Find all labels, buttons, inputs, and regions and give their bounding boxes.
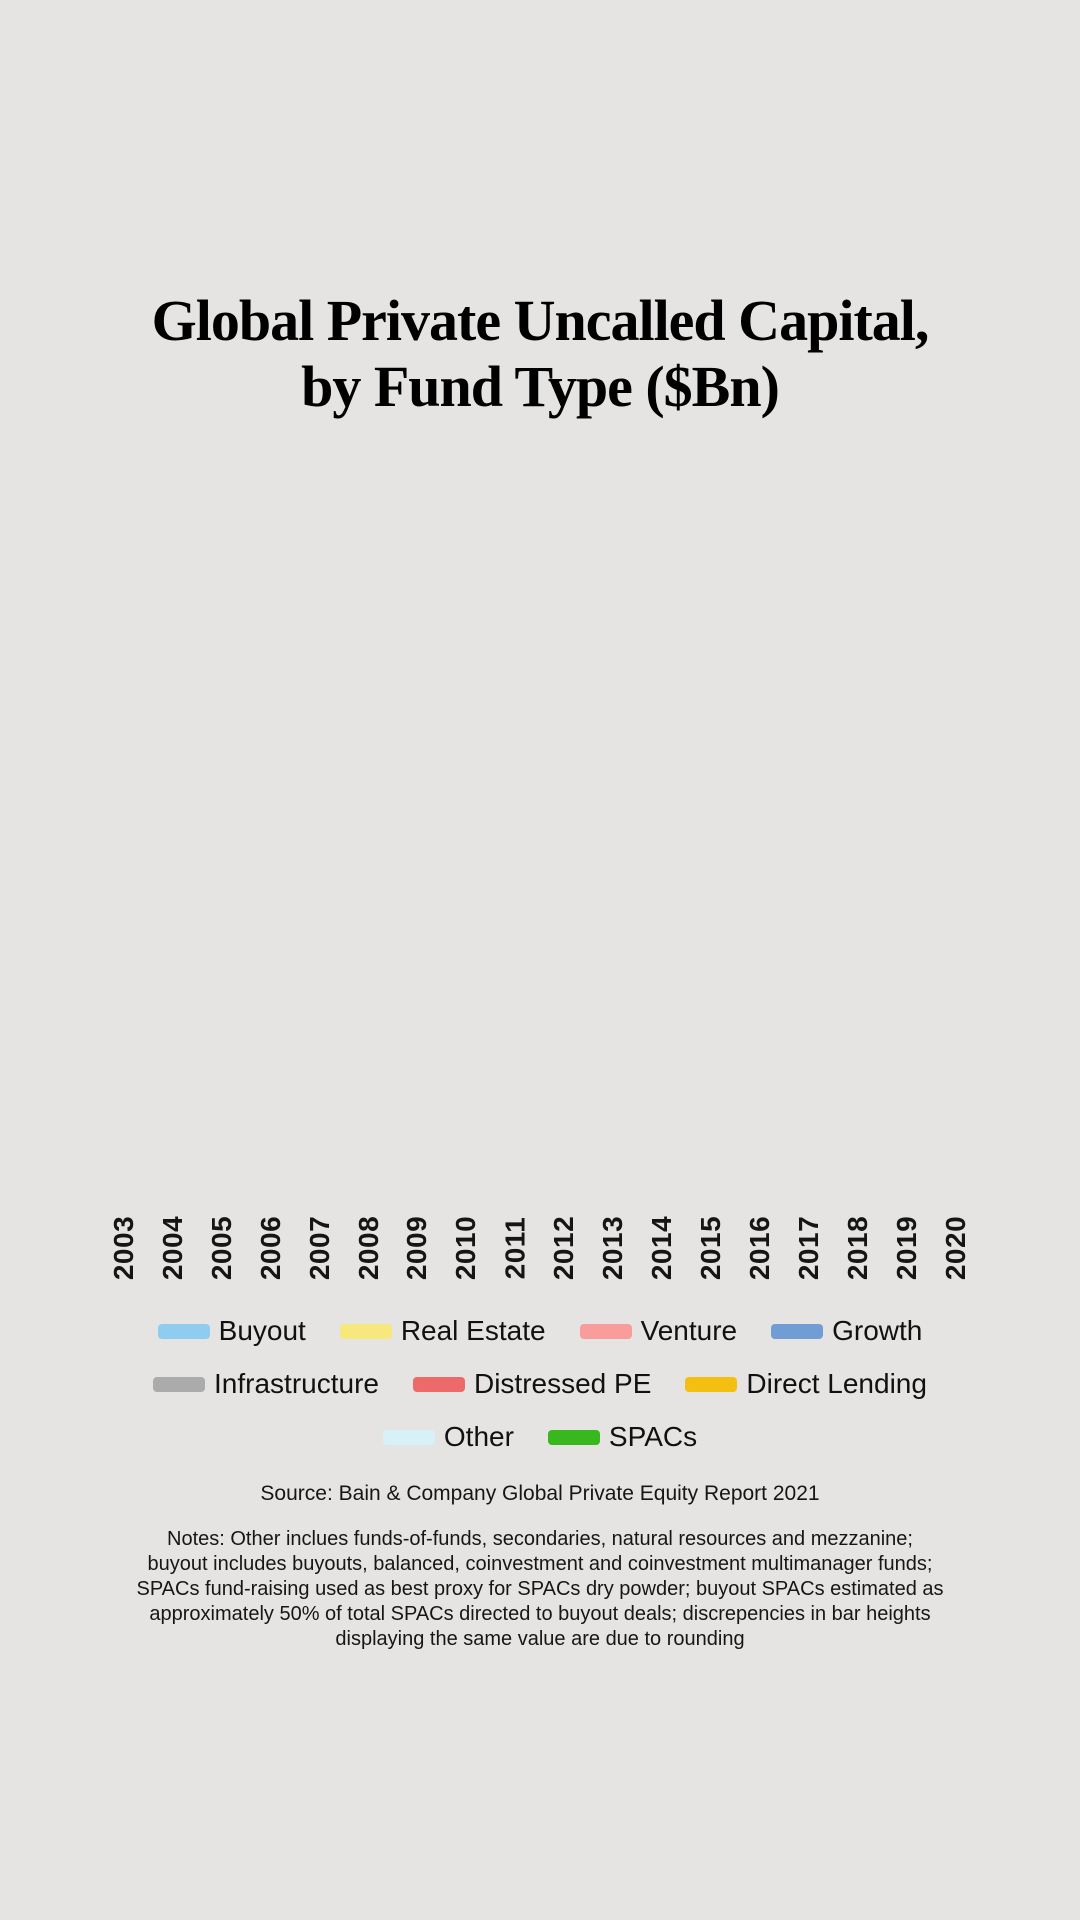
x-axis-label: 2014	[646, 1215, 678, 1281]
legend-item-infrastructure: Infrastructure	[153, 1368, 379, 1400]
legend-swatch-distressed-pe	[412, 1376, 465, 1392]
legend-swatch-venture	[579, 1323, 632, 1339]
x-axis-tick: 2015	[693, 1205, 729, 1291]
x-axis-label: 2003	[108, 1215, 140, 1281]
legend-item-distressed-pe: Distressed PE	[412, 1368, 652, 1400]
x-axis-tick: 2011	[498, 1205, 534, 1291]
x-axis-tick: 2012	[546, 1205, 582, 1291]
legend-swatch-buyout	[157, 1323, 210, 1339]
source-text: Source: Bain & Company Global Private Eq…	[260, 1482, 820, 1505]
x-axis-tick: 2013	[595, 1205, 631, 1291]
x-axis-label: 2009	[401, 1215, 433, 1281]
x-axis-label: 2011	[499, 1216, 531, 1280]
legend-swatch-growth	[771, 1323, 824, 1339]
notes-text: Notes: Other inclues funds-of-funds, sec…	[60, 1527, 1020, 1652]
x-axis-label: 2006	[254, 1215, 286, 1281]
legend-label: Real Estate	[400, 1315, 546, 1346]
legend-row: Infrastructure Distressed PE Direct Lendin…	[0, 1365, 1080, 1403]
x-axis-label: 2020	[939, 1215, 971, 1281]
legend-label: Infrastructure	[214, 1368, 379, 1399]
legend-swatch-direct-lending	[685, 1376, 738, 1392]
x-axis-label: 2008	[352, 1215, 384, 1281]
x-axis-label: 2010	[450, 1215, 482, 1281]
x-axis-tick: 2007	[302, 1205, 338, 1291]
x-axis-label: 2012	[548, 1215, 580, 1281]
notes-line: approximately 50% of total SPACs directe…	[149, 1603, 931, 1625]
x-axis-label: 2004	[156, 1215, 188, 1281]
x-axis-tick: 2008	[351, 1205, 387, 1291]
x-axis-label: 2005	[205, 1215, 237, 1281]
legend-label: Direct Lending	[746, 1368, 927, 1399]
legend-item-direct-lending: Direct Lending	[685, 1368, 927, 1400]
legend-swatch-other	[382, 1429, 435, 1445]
legend-label: Other	[443, 1421, 514, 1452]
x-axis-tick: 2003	[106, 1205, 142, 1291]
legend-label: Distressed PE	[473, 1368, 652, 1399]
notes-line: displaying the same value are due to rou…	[335, 1628, 745, 1650]
legend-swatch-spacs	[547, 1429, 600, 1445]
x-axis-tick: 2016	[742, 1205, 778, 1291]
legend-label: SPACs	[608, 1421, 698, 1452]
legend-item-spacs: SPACs	[547, 1421, 698, 1453]
x-axis-label: 2017	[793, 1215, 825, 1281]
legend-item-buyout: Buyout	[157, 1315, 306, 1347]
x-axis-tick: 2004	[155, 1205, 191, 1291]
x-axis-label: 2018	[842, 1215, 874, 1281]
x-axis-labels: 2003 2004 2005 2006 2007 2008 2009 2010 2011 2012…	[106, 1205, 974, 1291]
chart-title-line2: by Fund Type ($Bn)	[301, 354, 780, 419]
legend-item-other: Other	[382, 1421, 514, 1453]
notes-line: SPACs fund-raising used as best proxy fo…	[136, 1578, 944, 1600]
plot-area	[100, 450, 980, 1200]
x-axis-tick: 2020	[938, 1205, 974, 1291]
legend-item-growth: Growth	[771, 1315, 922, 1347]
x-axis-tick: 2009	[400, 1205, 436, 1291]
legend-swatch-real-estate	[339, 1323, 392, 1339]
legend: Buyout Real Estate Venture Growth Infrastruc…	[0, 1312, 1080, 1471]
notes-line: Notes: Other inclues funds-of-funds, sec…	[167, 1528, 913, 1550]
legend-swatch-infrastructure	[153, 1376, 206, 1392]
legend-label: Buyout	[218, 1315, 306, 1346]
x-axis-label: 2007	[303, 1215, 335, 1281]
x-axis-tick: 2006	[253, 1205, 289, 1291]
legend-label: Venture	[640, 1315, 738, 1346]
notes-line: buyout includes buyouts, balanced, coinv…	[147, 1553, 933, 1575]
chart-title-line1: Global Private Uncalled Capital,	[151, 288, 930, 353]
legend-item-venture: Venture	[579, 1315, 738, 1347]
x-axis-tick: 2019	[889, 1205, 925, 1291]
legend-row: Buyout Real Estate Venture Growth	[0, 1312, 1080, 1350]
x-axis-label: 2016	[744, 1215, 776, 1281]
x-axis-tick: 2010	[449, 1205, 485, 1291]
x-axis-tick: 2018	[840, 1205, 876, 1291]
x-axis-tick: 2005	[204, 1205, 240, 1291]
x-axis-label: 2019	[891, 1215, 923, 1281]
x-axis-tick: 2017	[791, 1205, 827, 1291]
x-axis-label: 2013	[597, 1215, 629, 1281]
legend-item-real-estate: Real Estate	[339, 1315, 546, 1347]
x-axis-label: 2015	[695, 1215, 727, 1281]
chart-title: Global Private Uncalled Capital, by Fund …	[0, 288, 1080, 420]
x-axis-tick: 2014	[644, 1205, 680, 1291]
legend-label: Growth	[832, 1315, 923, 1346]
legend-row: Other SPACs	[0, 1418, 1080, 1456]
